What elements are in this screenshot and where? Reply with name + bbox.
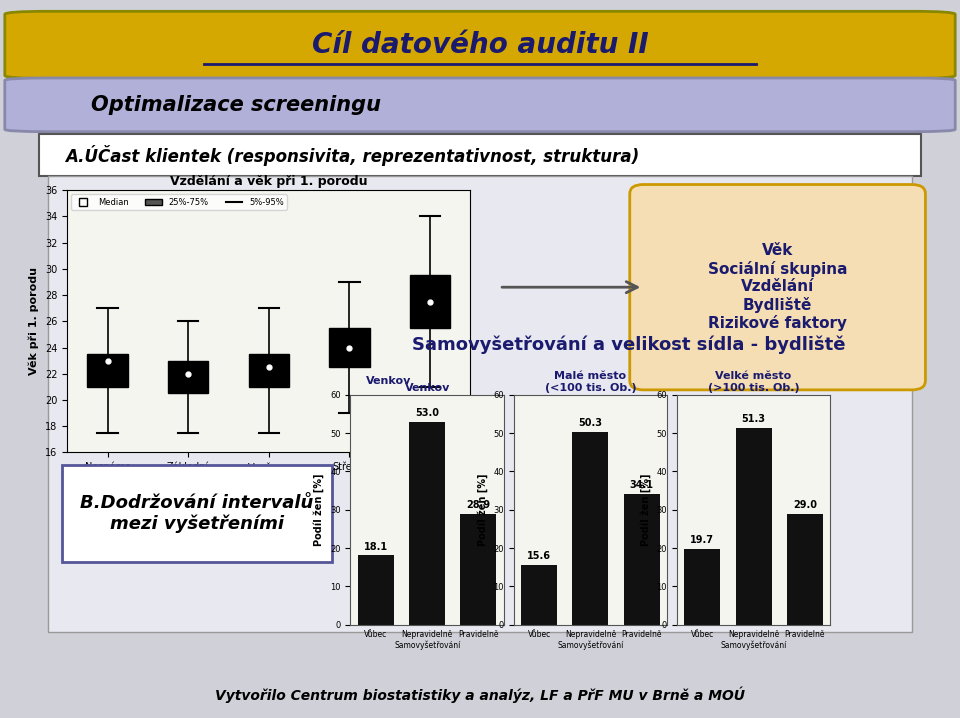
Title: Malé město
(<100 tis. Ob.): Malé město (<100 tis. Ob.) [544,371,636,393]
PathPatch shape [168,360,208,393]
Text: Venkov: Venkov [366,376,411,386]
Text: 53.0: 53.0 [415,408,439,418]
Text: Cíl datového auditu II: Cíl datového auditu II [312,31,648,59]
Text: 29.0: 29.0 [793,500,817,510]
Y-axis label: Věk při 1. porodu: Věk při 1. porodu [29,267,39,376]
PathPatch shape [249,354,289,387]
FancyBboxPatch shape [39,134,921,177]
Y-axis label: Podíl žen [%]: Podíl žen [%] [314,474,324,546]
Bar [461,514,496,625]
Legend: Median, 25%-75%, 5%-95%: Median, 25%-75%, 5%-95% [71,195,287,210]
Text: 51.3: 51.3 [741,414,765,424]
Y-axis label: Podíl žen [%]: Podíl žen [%] [640,474,651,546]
Title: Vzdělání a věk při 1. porodu: Vzdělání a věk při 1. porodu [170,174,368,187]
PathPatch shape [410,276,450,328]
Text: A.ÚČast klientek (responsivita, reprezentativnost, struktura): A.ÚČast klientek (responsivita, reprezen… [65,144,639,166]
FancyBboxPatch shape [5,11,955,78]
Title: Venkov: Venkov [404,383,450,393]
Title: Velké město
(>100 tis. Ob.): Velké město (>100 tis. Ob.) [708,371,800,393]
Bar [787,513,823,625]
Text: 34.1: 34.1 [630,480,654,490]
PathPatch shape [87,354,128,387]
PathPatch shape [329,328,370,367]
Text: 18.1: 18.1 [364,541,388,551]
Y-axis label: Podíl žen [%]: Podíl žen [%] [477,474,488,546]
Text: 28.9: 28.9 [467,500,491,510]
Bar [684,549,720,625]
Text: Vytvořilo Centrum biostatistiky a analýz, LF a PřF MU v Brně a MOÚ: Vytvořilo Centrum biostatistiky a analýz… [215,686,745,703]
Bar [358,555,394,625]
Text: 19.7: 19.7 [690,536,714,546]
Text: 50.3: 50.3 [578,418,603,428]
Text: 15.6: 15.6 [527,551,551,561]
FancyBboxPatch shape [48,176,912,632]
Text: Optimalizace screeningu: Optimalizace screeningu [91,95,381,115]
Bar [521,565,557,625]
Text: B.Dodržování intervalů
mezi vyšetřeními: B.Dodržování intervalů mezi vyšetřeními [80,494,314,533]
Text: Věk
Sociální skupina
Vzdělání
Bydliště
Rizikové faktory: Věk Sociální skupina Vzdělání Bydliště R… [708,243,848,331]
Bar [409,421,445,625]
X-axis label: VZDELANI: VZDELANI [237,478,300,488]
FancyBboxPatch shape [5,78,955,131]
Bar [572,432,609,625]
Text: Samovyšetřování a velikost sídla - bydliště: Samovyšetřování a velikost sídla - bydli… [412,335,846,354]
FancyBboxPatch shape [630,185,925,390]
Bar [735,428,772,625]
Bar [624,494,660,625]
FancyBboxPatch shape [62,465,331,562]
